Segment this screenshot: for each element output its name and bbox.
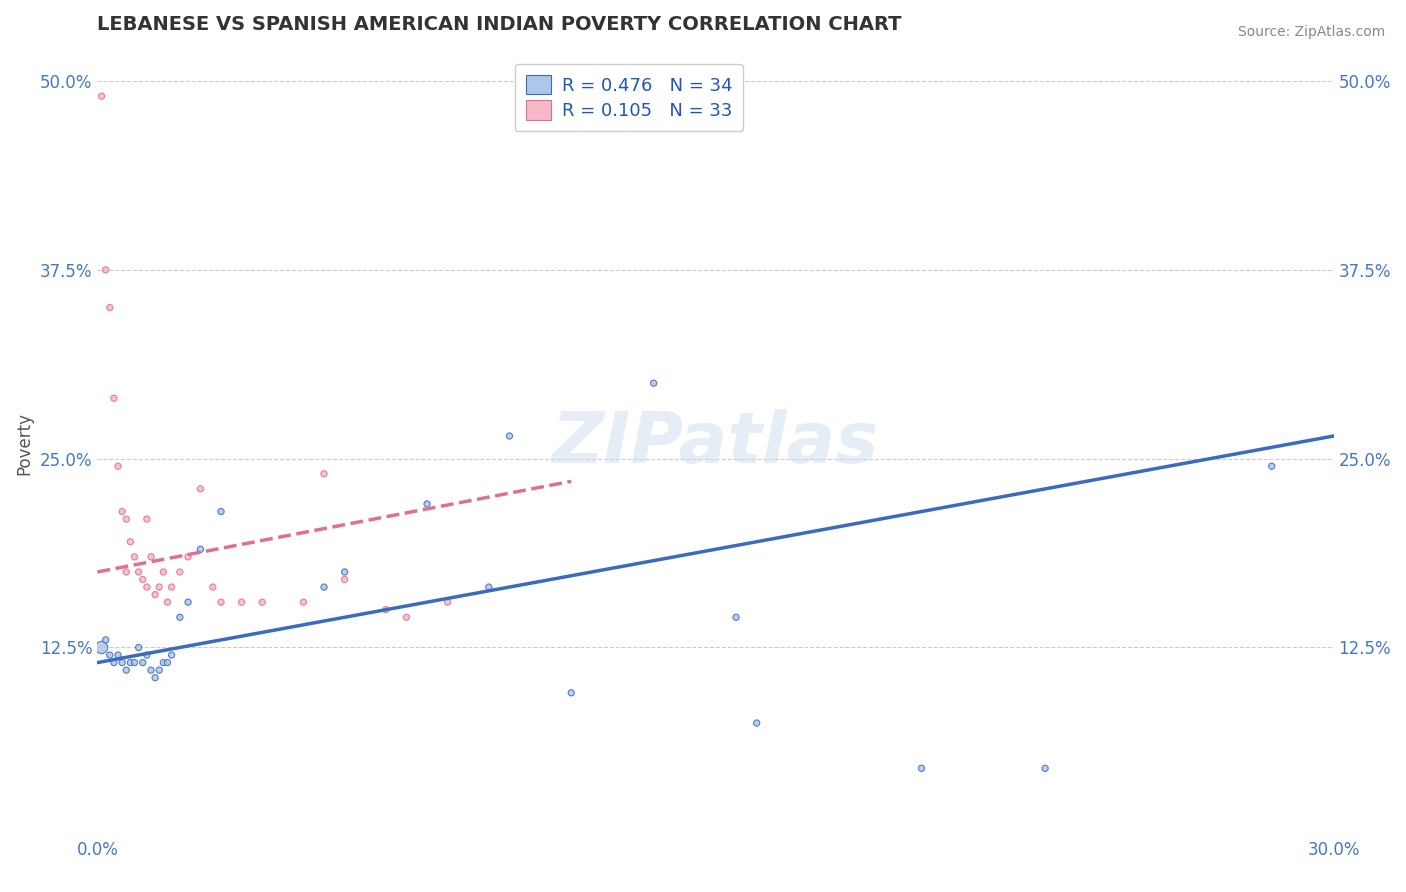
Point xyxy=(98,301,121,315)
Point xyxy=(160,648,183,662)
Point xyxy=(160,580,183,594)
Point xyxy=(115,512,138,526)
Point xyxy=(148,580,170,594)
Point xyxy=(135,648,157,662)
Point xyxy=(560,686,582,700)
Point xyxy=(201,580,224,594)
Point xyxy=(416,497,439,511)
Point xyxy=(139,549,162,564)
Point xyxy=(169,565,191,579)
Point xyxy=(209,595,232,609)
Point xyxy=(1260,459,1282,474)
Point xyxy=(124,549,146,564)
Point xyxy=(107,648,129,662)
Point xyxy=(132,573,155,587)
Point xyxy=(94,263,117,277)
Point xyxy=(139,663,162,677)
Point xyxy=(94,632,117,647)
Point xyxy=(115,565,138,579)
Point xyxy=(107,459,129,474)
Point xyxy=(135,580,157,594)
Point xyxy=(292,595,315,609)
Point xyxy=(90,640,112,655)
Point xyxy=(143,671,166,685)
Point xyxy=(910,761,932,775)
Point xyxy=(436,595,458,609)
Text: Source: ZipAtlas.com: Source: ZipAtlas.com xyxy=(1237,25,1385,39)
Point xyxy=(128,640,150,655)
Point xyxy=(374,603,396,617)
Point xyxy=(395,610,418,624)
Text: LEBANESE VS SPANISH AMERICAN INDIAN POVERTY CORRELATION CHART: LEBANESE VS SPANISH AMERICAN INDIAN POVE… xyxy=(97,15,901,34)
Point xyxy=(177,595,200,609)
Text: ZIPatlas: ZIPatlas xyxy=(551,409,879,478)
Point xyxy=(156,595,179,609)
Point xyxy=(156,656,179,670)
Point xyxy=(111,504,134,518)
Point xyxy=(124,656,146,670)
Point xyxy=(209,504,232,518)
Point xyxy=(745,716,768,731)
Point xyxy=(143,588,166,602)
Point xyxy=(643,376,665,391)
Point xyxy=(120,534,142,549)
Point xyxy=(148,663,170,677)
Y-axis label: Poverty: Poverty xyxy=(15,412,32,475)
Point xyxy=(103,656,125,670)
Point xyxy=(498,429,520,443)
Point xyxy=(98,648,121,662)
Point xyxy=(252,595,274,609)
Point xyxy=(312,467,335,481)
Point xyxy=(152,565,174,579)
Point xyxy=(190,542,212,557)
Point xyxy=(1033,761,1056,775)
Point xyxy=(120,656,142,670)
Point xyxy=(135,512,157,526)
Point xyxy=(725,610,748,624)
Point xyxy=(90,89,112,103)
Point xyxy=(478,580,501,594)
Point xyxy=(128,565,150,579)
Point xyxy=(132,656,155,670)
Point xyxy=(231,595,253,609)
Point xyxy=(111,656,134,670)
Point xyxy=(152,656,174,670)
Point xyxy=(103,391,125,405)
Point xyxy=(312,580,335,594)
Point xyxy=(115,663,138,677)
Legend: R = 0.476   N = 34, R = 0.105   N = 33: R = 0.476 N = 34, R = 0.105 N = 33 xyxy=(515,64,744,130)
Point xyxy=(333,573,356,587)
Point xyxy=(190,482,212,496)
Point xyxy=(333,565,356,579)
Point xyxy=(177,549,200,564)
Point xyxy=(169,610,191,624)
